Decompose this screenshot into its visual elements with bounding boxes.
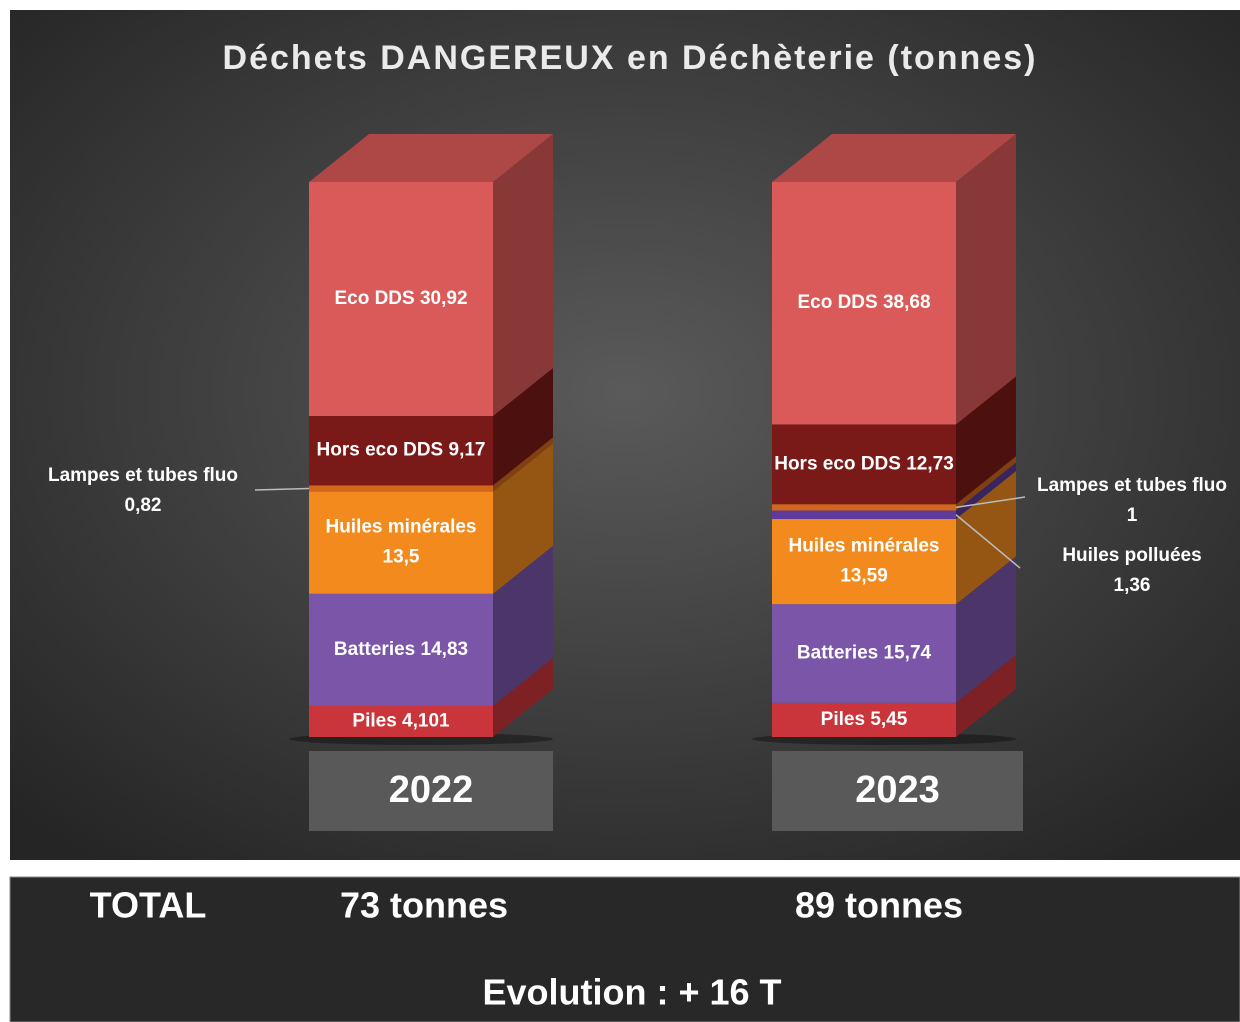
data-label: Eco DDS 38,68 xyxy=(797,292,930,313)
data-label: Huiles minérales 13,59 xyxy=(788,536,939,587)
data-label: Lampes et tubes fluo 0,82 xyxy=(48,465,238,516)
x-tick-label: 2023 xyxy=(855,769,940,811)
bar-side xyxy=(956,134,1016,425)
summary-evolution: Evolution : + 16 T xyxy=(482,972,781,1013)
series-name: Batteries xyxy=(797,643,878,664)
chart-background xyxy=(10,10,1240,860)
series-name: Eco DDS xyxy=(797,292,877,313)
bar-segment xyxy=(309,485,493,492)
bar-segment xyxy=(772,510,956,520)
data-label: Batteries 14,83 xyxy=(334,639,468,660)
value-label: 15,74 xyxy=(884,643,932,664)
bar-side xyxy=(956,471,1016,605)
bar-segment xyxy=(309,593,493,706)
data-label: Piles 4,101 xyxy=(352,710,450,731)
bar-side xyxy=(493,134,553,416)
data-label: Piles 5,45 xyxy=(821,709,908,730)
series-name: Huiles minérales xyxy=(788,536,939,557)
value-label: 38,68 xyxy=(883,292,931,313)
value-label: 12,73 xyxy=(906,453,954,474)
bar-top xyxy=(309,134,553,182)
x-tick-label: 2022 xyxy=(389,769,474,811)
category-box xyxy=(309,751,553,831)
bar-side xyxy=(493,545,553,706)
series-name: Lampes et tubes fluo xyxy=(48,465,238,486)
series-name: Huiles polluées xyxy=(1062,545,1201,566)
bar-segment xyxy=(309,491,493,594)
value-label: 13,5 xyxy=(383,547,420,568)
bar-side xyxy=(956,376,1016,505)
data-label: Eco DDS 30,92 xyxy=(334,288,467,309)
bar-side xyxy=(493,367,553,486)
bar-segment xyxy=(309,182,493,416)
data-label: Hors eco DDS 9,17 xyxy=(317,440,486,461)
bar-side xyxy=(956,654,1016,737)
series-name: Hors eco DDS xyxy=(774,453,901,474)
value-label: 0,82 xyxy=(125,495,162,516)
category-box xyxy=(772,751,1023,831)
data-label: Lampes et tubes fluo 1 xyxy=(1037,475,1227,526)
value-label: 14,83 xyxy=(421,639,469,660)
chart-title: Déchets DANGEREUX en Déchèterie (tonnes) xyxy=(223,39,1038,77)
series-name: Lampes et tubes fluo xyxy=(1037,475,1227,496)
summary-total: 73 tonnes xyxy=(340,885,508,926)
value-label: 1,36 xyxy=(1114,575,1151,596)
leader-line xyxy=(955,514,1021,569)
bar-side xyxy=(956,556,1016,703)
leader-line xyxy=(955,496,1026,509)
data-label: Batteries 15,74 xyxy=(797,643,932,664)
bar-side xyxy=(956,456,1016,511)
bar-segment xyxy=(772,424,956,505)
value-label: 13,59 xyxy=(840,566,888,587)
value-label: 30,92 xyxy=(420,288,468,309)
data-label: Huiles polluées 1,36 xyxy=(1062,545,1201,596)
series-name: Huiles minérales xyxy=(325,517,476,538)
summary-panel xyxy=(9,876,1240,1022)
value-label: 1 xyxy=(1127,505,1138,526)
value-label: 5,45 xyxy=(870,709,907,730)
bar-side xyxy=(493,437,553,492)
bar-segment xyxy=(309,415,493,486)
bar-segment xyxy=(772,604,956,703)
value-label: 9,17 xyxy=(449,440,486,461)
bar-segment xyxy=(772,504,956,511)
bar-segment xyxy=(309,705,493,737)
summary-label: TOTAL xyxy=(90,885,207,926)
series-name: Batteries xyxy=(334,639,415,660)
bar-side xyxy=(493,657,553,737)
series-name: Piles xyxy=(352,710,396,731)
bar-top xyxy=(772,134,1016,182)
data-label: Hors eco DDS 12,73 xyxy=(774,453,954,474)
data-label: Huiles minérales 13,5 xyxy=(325,517,476,568)
series-name: Hors eco DDS xyxy=(317,440,444,461)
bar-side xyxy=(493,443,553,594)
bar-segment xyxy=(772,519,956,605)
bar-segment xyxy=(772,182,956,425)
bar-segment xyxy=(772,702,956,737)
value-label: 4,101 xyxy=(402,710,450,731)
series-name: Piles xyxy=(821,709,865,730)
series-name: Eco DDS xyxy=(334,288,414,309)
leader-line xyxy=(254,487,310,491)
summary-total: 89 tonnes xyxy=(795,885,963,926)
